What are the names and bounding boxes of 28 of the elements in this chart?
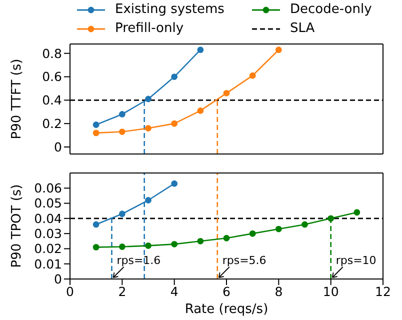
y-tick-label: 0.06 bbox=[34, 180, 62, 196]
y-axis-title: P90 TTFT (s) bbox=[10, 58, 25, 140]
legend-label: Decode-only bbox=[290, 2, 372, 17]
legend-label: SLA bbox=[290, 21, 315, 36]
x-tick-label: 12 bbox=[375, 284, 391, 299]
y-tick-label: 0.04 bbox=[34, 210, 62, 226]
x-tick-label: 0 bbox=[66, 284, 74, 299]
x-axis-title: Rate (reqs/s) bbox=[184, 302, 268, 317]
legend-label: Prefill-only bbox=[115, 21, 184, 36]
x-tick-label: 10 bbox=[322, 284, 339, 299]
y-tick-label: 0 bbox=[54, 271, 62, 286]
y-axis-title: P90 TPOT (s) bbox=[10, 184, 25, 268]
y-tick-label: 0 bbox=[54, 139, 62, 154]
y-tick-label: 0.6 bbox=[42, 69, 62, 84]
y-tick-label: 0.03 bbox=[34, 226, 62, 242]
annotation: rps=10 bbox=[336, 254, 376, 267]
y-tick-label: 0.2 bbox=[42, 116, 62, 132]
legend-label: Existing systems bbox=[115, 2, 224, 17]
annotation: rps=5.6 bbox=[222, 254, 266, 267]
x-tick-label: 8 bbox=[274, 284, 283, 299]
x-tick-label: 4 bbox=[170, 284, 178, 299]
x-tick-label: 2 bbox=[118, 284, 126, 299]
y-tick-label: 0.4 bbox=[42, 92, 62, 108]
y-tick-label: 0.8 bbox=[42, 46, 62, 61]
y-tick-label: 0.01 bbox=[34, 256, 62, 272]
x-tick-label: 6 bbox=[222, 284, 231, 299]
y-tick-label: 0.02 bbox=[34, 241, 62, 256]
y-tick-label: 0.05 bbox=[34, 196, 62, 211]
